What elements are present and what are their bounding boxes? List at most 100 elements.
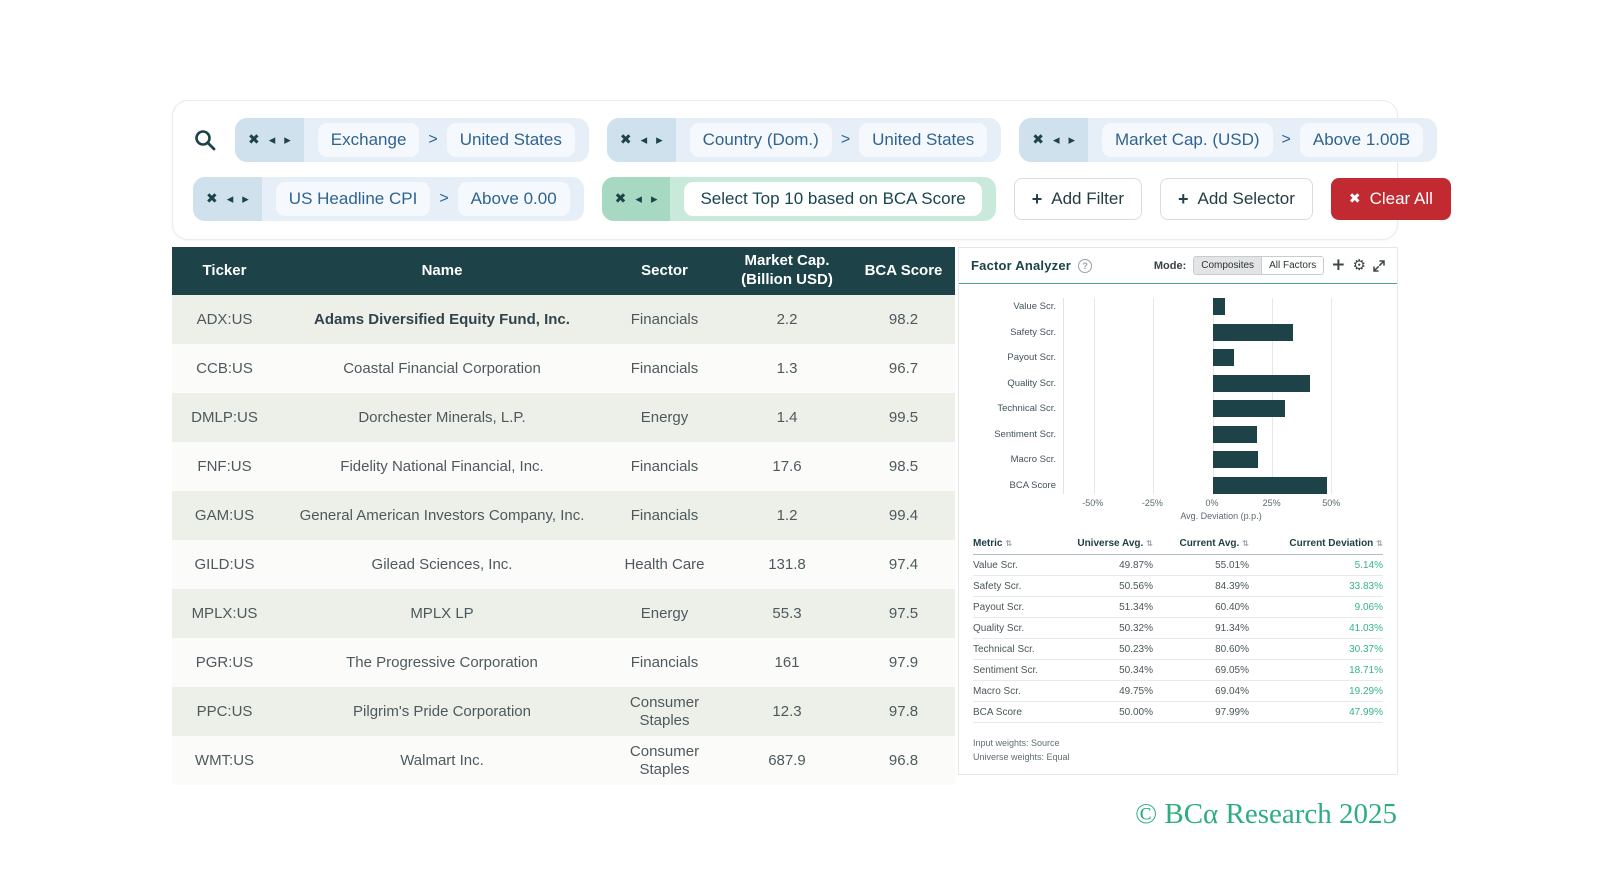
selector-label[interactable]: Select Top 10 based on BCA Score (684, 182, 981, 216)
column-header-sector: Sector (607, 247, 722, 295)
chip-field[interactable]: Market Cap. (USD) (1102, 123, 1273, 157)
mode-option-composites[interactable]: Composites (1194, 257, 1262, 274)
chip-value[interactable]: Above 1.00B (1300, 123, 1423, 157)
table-row[interactable]: DMLP:USDorchester Minerals, L.P.Energy1.… (172, 393, 955, 442)
chart-plot-area (1063, 298, 1379, 494)
metrics-column-header-current-avg[interactable]: Current Avg.⇅ (1153, 538, 1249, 549)
cell-name: Gilead Sciences, Inc. (277, 540, 607, 589)
move-right-icon[interactable]: ▸ (284, 133, 291, 148)
bar-row (1064, 451, 1379, 468)
cell-name: Dorchester Minerals, L.P. (277, 393, 607, 442)
factor-deviation-chart: Value Scr.Safety Scr.Payout Scr.Quality … (959, 284, 1397, 521)
filter-chip-exchange: ✖◂▸Exchange>United States (235, 118, 589, 162)
table-row[interactable]: PGR:USThe Progressive CorporationFinanci… (172, 638, 955, 687)
table-row[interactable]: CCB:USCoastal Financial CorporationFinan… (172, 344, 955, 393)
clear-all-button[interactable]: ✖ Clear All (1331, 178, 1451, 220)
current-avg: 55.01% (1153, 560, 1249, 571)
move-left-icon[interactable]: ◂ (1053, 133, 1060, 148)
search-icon[interactable] (193, 128, 217, 152)
current-avg: 60.40% (1153, 602, 1249, 613)
current-deviation: 5.14% (1249, 560, 1383, 571)
move-left-icon[interactable]: ◂ (641, 133, 648, 148)
table-row[interactable]: FNF:USFidelity National Financial, Inc.F… (172, 442, 955, 491)
sort-icon: ⇅ (1005, 539, 1012, 548)
cell-name: Adams Diversified Equity Fund, Inc. (277, 295, 607, 344)
universe-avg: 51.34% (1057, 602, 1153, 613)
filter-row-2: ✖ ◂ ▸ US Headline CPI > Above 0.00 ✖ ◂ ▸ Select T… (193, 177, 1377, 221)
chip-body: US Headline CPI > Above 0.00 (262, 177, 584, 221)
clear-all-label: Clear All (1370, 189, 1433, 209)
move-left-icon[interactable]: ◂ (269, 133, 276, 148)
chip-field[interactable]: Exchange (318, 123, 420, 157)
metrics-row: Technical Scr.50.23%80.60%30.37% (973, 639, 1383, 660)
current-deviation: 41.03% (1249, 623, 1383, 634)
bar-row (1064, 298, 1379, 315)
table-row[interactable]: MPLX:USMPLX LPEnergy55.397.5 (172, 589, 955, 638)
x-tick-label: 25% (1263, 498, 1281, 508)
close-icon[interactable]: ✖ (248, 132, 260, 148)
move-left-icon[interactable]: ◂ (635, 192, 642, 207)
chip-value[interactable]: United States (859, 123, 987, 157)
metrics-column-header-metric[interactable]: Metric⇅ (973, 538, 1057, 549)
factor-analyzer-header: Factor Analyzer ? Mode: CompositesAll Fa… (959, 248, 1397, 284)
add-selector-button[interactable]: + Add Selector (1160, 178, 1313, 220)
gear-icon[interactable]: ⚙ (1353, 258, 1366, 273)
filter-chips-row-2: ✖ ◂ ▸ US Headline CPI > Above 0.00 ✖ ◂ ▸ Select T… (193, 177, 996, 221)
table-row[interactable]: PPC:USPilgrim's Pride CorporationConsume… (172, 687, 955, 736)
cell-sector: Health Care (607, 540, 722, 589)
x-tick-label: -50% (1082, 498, 1103, 508)
table-row[interactable]: GAM:USGeneral American Investors Company… (172, 491, 955, 540)
move-right-icon[interactable]: ▸ (242, 192, 249, 207)
table-row[interactable]: GILD:USGilead Sciences, Inc.Health Care1… (172, 540, 955, 589)
deviation-bar-macro-scr (1213, 451, 1259, 468)
x-tick-label: -25% (1142, 498, 1163, 508)
move-right-icon[interactable]: ▸ (656, 133, 663, 148)
current-avg: 80.60% (1153, 644, 1249, 655)
cell-sector: Financials (607, 638, 722, 687)
current-avg: 69.04% (1153, 686, 1249, 697)
chip-field[interactable]: Country (Dom.) (690, 123, 832, 157)
move-right-icon[interactable]: ▸ (1068, 133, 1075, 148)
plus-icon: + (1178, 190, 1189, 208)
metrics-header-label: Universe Avg. (1077, 538, 1143, 549)
metrics-column-header-universe-avg[interactable]: Universe Avg.⇅ (1057, 538, 1153, 549)
results-table: TickerNameSectorMarket Cap. (Billion USD… (172, 247, 955, 785)
expand-icon[interactable] (1373, 260, 1385, 272)
move-right-icon[interactable]: ▸ (651, 192, 658, 207)
help-icon[interactable]: ? (1078, 259, 1092, 273)
current-avg: 84.39% (1153, 581, 1249, 592)
universe-avg: 49.87% (1057, 560, 1153, 571)
metrics-column-header-current-deviation[interactable]: Current Deviation⇅ (1249, 538, 1383, 549)
move-left-icon[interactable]: ◂ (227, 192, 234, 207)
selector-chip: ✖ ◂ ▸ Select Top 10 based on BCA Score (602, 177, 996, 221)
cell-sector: Financials (607, 442, 722, 491)
add-filter-button[interactable]: + Add Filter (1014, 178, 1142, 220)
close-icon[interactable]: ✖ (615, 191, 627, 207)
close-icon[interactable]: ✖ (206, 191, 218, 207)
chevron-right-icon: > (439, 190, 448, 208)
metric-name: Safety Scr. (973, 581, 1057, 592)
table-row[interactable]: WMT:USWalmart Inc.Consumer Staples687.99… (172, 736, 955, 785)
mode-option-all-factors[interactable]: All Factors (1262, 257, 1323, 274)
filter-bar: ✖ ◂ ▸ Exchange > United States ✖ ◂ ▸ Country (Dom… (172, 100, 1398, 240)
chip-field[interactable]: US Headline CPI (276, 182, 431, 216)
chip-value[interactable]: Above 0.00 (458, 182, 570, 216)
metric-name: Sentiment Scr. (973, 665, 1057, 676)
metrics-table: Metric⇅Universe Avg.⇅Current Avg.⇅Curren… (973, 534, 1383, 723)
metric-name: Payout Scr. (973, 602, 1057, 613)
factor-analyzer-panel: Factor Analyzer ? Mode: CompositesAll Fa… (958, 247, 1398, 775)
cell-name: Coastal Financial Corporation (277, 344, 607, 393)
current-deviation: 33.83% (1249, 581, 1383, 592)
results-table-header: TickerNameSectorMarket Cap. (Billion USD… (172, 247, 955, 295)
universe-avg: 50.32% (1057, 623, 1153, 634)
table-row[interactable]: ADX:USAdams Diversified Equity Fund, Inc… (172, 295, 955, 344)
sort-icon: ⇅ (1242, 539, 1249, 548)
bar-row (1064, 400, 1379, 417)
close-icon[interactable]: ✖ (1032, 132, 1044, 148)
close-icon[interactable]: ✖ (620, 132, 632, 148)
cell-market-cap: 1.2 (722, 491, 852, 540)
metrics-row: Sentiment Scr.50.34%69.05%18.71% (973, 660, 1383, 681)
x-tick-label: 0% (1206, 498, 1219, 508)
chip-value[interactable]: United States (447, 123, 575, 157)
add-icon[interactable]: + (1331, 257, 1345, 274)
